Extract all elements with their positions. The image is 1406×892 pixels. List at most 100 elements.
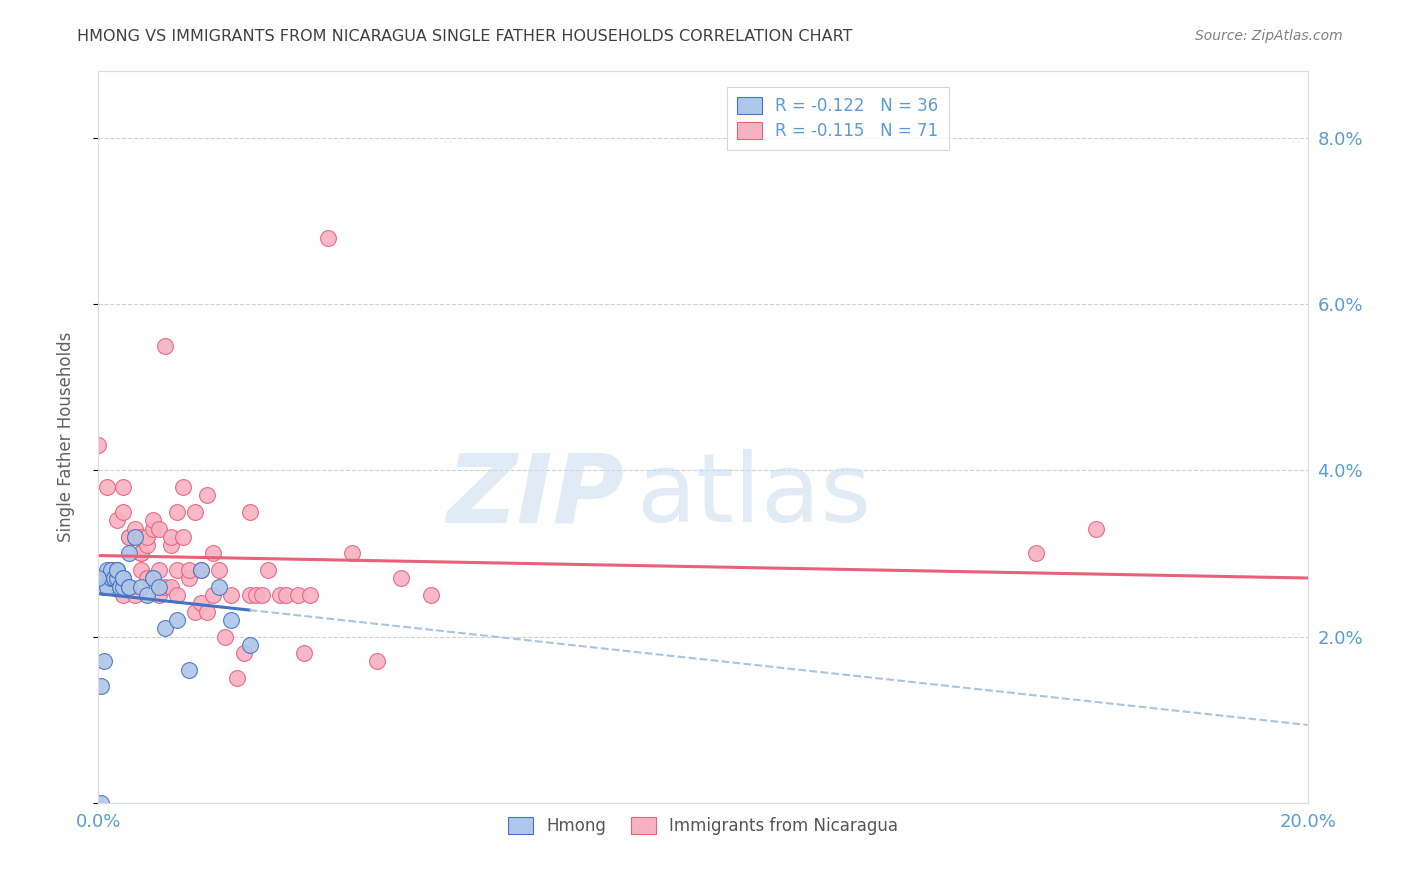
Point xyxy=(208,580,231,594)
Point xyxy=(118,530,141,544)
Point xyxy=(184,505,207,519)
Point xyxy=(129,546,152,560)
Point xyxy=(105,563,128,577)
Point xyxy=(93,580,115,594)
Text: Source: ZipAtlas.com: Source: ZipAtlas.com xyxy=(1195,29,1343,43)
Point xyxy=(135,588,157,602)
Point xyxy=(96,563,118,577)
Point xyxy=(166,588,188,602)
Point xyxy=(160,530,183,544)
Point xyxy=(105,571,128,585)
Point xyxy=(190,563,212,577)
Point xyxy=(299,588,322,602)
Point xyxy=(239,505,262,519)
Point xyxy=(172,530,194,544)
Point xyxy=(342,546,364,560)
Point xyxy=(100,571,122,585)
Point xyxy=(148,563,170,577)
Point xyxy=(226,671,249,685)
Point xyxy=(103,571,125,585)
Point xyxy=(208,563,231,577)
Point xyxy=(87,571,110,585)
Point xyxy=(214,630,236,644)
Legend: Hmong, Immigrants from Nicaragua: Hmong, Immigrants from Nicaragua xyxy=(501,811,905,842)
Point xyxy=(135,530,157,544)
Point xyxy=(129,530,152,544)
Point xyxy=(148,588,170,602)
Point xyxy=(108,580,131,594)
Point xyxy=(111,480,134,494)
Point xyxy=(274,588,297,602)
Point xyxy=(166,563,188,577)
Point xyxy=(250,588,273,602)
Point xyxy=(118,530,141,544)
Point xyxy=(118,580,141,594)
Point xyxy=(1024,546,1046,560)
Point xyxy=(148,580,170,594)
Point xyxy=(179,571,201,585)
Point xyxy=(160,580,183,594)
Point xyxy=(108,580,131,594)
Point xyxy=(100,563,122,577)
Point xyxy=(221,588,243,602)
Point xyxy=(111,571,134,585)
Point xyxy=(142,571,165,585)
Point xyxy=(269,588,291,602)
Point xyxy=(316,230,339,244)
Point xyxy=(166,505,188,519)
Point xyxy=(420,588,443,602)
Point xyxy=(221,613,243,627)
Point xyxy=(166,613,188,627)
Point xyxy=(93,571,115,585)
Point xyxy=(195,605,218,619)
Point xyxy=(142,513,165,527)
Point xyxy=(190,563,212,577)
Point xyxy=(96,480,118,494)
Point xyxy=(245,588,267,602)
Point xyxy=(129,580,152,594)
Point xyxy=(96,580,118,594)
Point xyxy=(148,521,170,535)
Point xyxy=(172,480,194,494)
Point xyxy=(111,505,134,519)
Point xyxy=(239,588,262,602)
Point xyxy=(111,588,134,602)
Point xyxy=(153,621,176,635)
Point xyxy=(129,563,152,577)
Point xyxy=(93,655,115,669)
Point xyxy=(118,580,141,594)
Point xyxy=(118,546,141,560)
Point xyxy=(179,563,201,577)
Point xyxy=(256,563,278,577)
Point xyxy=(179,663,201,677)
Point xyxy=(87,438,110,452)
Text: atlas: atlas xyxy=(637,449,872,542)
Point xyxy=(195,488,218,502)
Point xyxy=(202,546,225,560)
Point xyxy=(190,596,212,610)
Point xyxy=(389,571,412,585)
Point xyxy=(124,588,146,602)
Point xyxy=(105,563,128,577)
Point xyxy=(135,538,157,552)
Text: ZIP: ZIP xyxy=(447,449,624,542)
Point xyxy=(142,571,165,585)
Point xyxy=(135,571,157,585)
Point xyxy=(202,588,225,602)
Point xyxy=(142,521,165,535)
Point xyxy=(118,580,141,594)
Point xyxy=(100,571,122,585)
Point xyxy=(105,513,128,527)
Point xyxy=(103,571,125,585)
Y-axis label: Single Father Households: Single Father Households xyxy=(56,332,75,542)
Point xyxy=(287,588,309,602)
Point xyxy=(124,530,146,544)
Point xyxy=(153,580,176,594)
Point xyxy=(111,571,134,585)
Point xyxy=(292,646,315,660)
Point xyxy=(129,546,152,560)
Point xyxy=(100,563,122,577)
Point xyxy=(105,571,128,585)
Text: HMONG VS IMMIGRANTS FROM NICARAGUA SINGLE FATHER HOUSEHOLDS CORRELATION CHART: HMONG VS IMMIGRANTS FROM NICARAGUA SINGL… xyxy=(77,29,853,44)
Point xyxy=(239,638,262,652)
